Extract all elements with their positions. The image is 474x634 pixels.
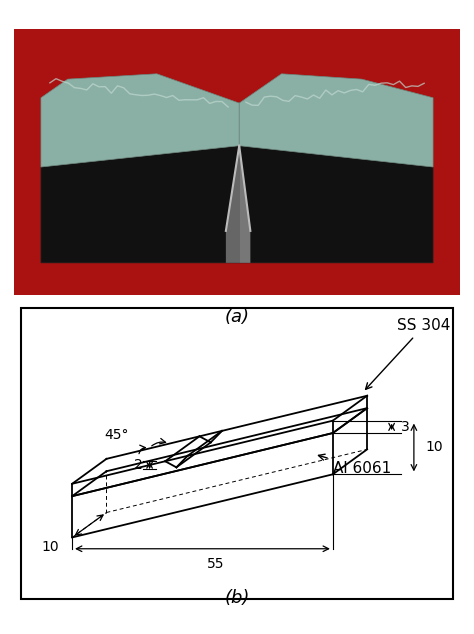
Text: Al 6061: Al 6061: [319, 454, 391, 476]
Text: 10: 10: [425, 441, 443, 455]
Text: 2: 2: [134, 458, 143, 472]
Text: 3: 3: [401, 420, 410, 434]
Polygon shape: [226, 146, 239, 263]
Text: 55: 55: [207, 557, 225, 571]
Text: 10: 10: [41, 540, 59, 554]
Text: SS 304: SS 304: [365, 318, 451, 389]
Polygon shape: [41, 74, 239, 167]
Polygon shape: [41, 146, 239, 263]
Polygon shape: [239, 146, 250, 263]
Polygon shape: [239, 74, 433, 167]
Polygon shape: [239, 146, 433, 263]
Text: (b): (b): [224, 589, 250, 607]
Text: 45°: 45°: [104, 427, 128, 442]
Text: (a): (a): [225, 308, 249, 326]
